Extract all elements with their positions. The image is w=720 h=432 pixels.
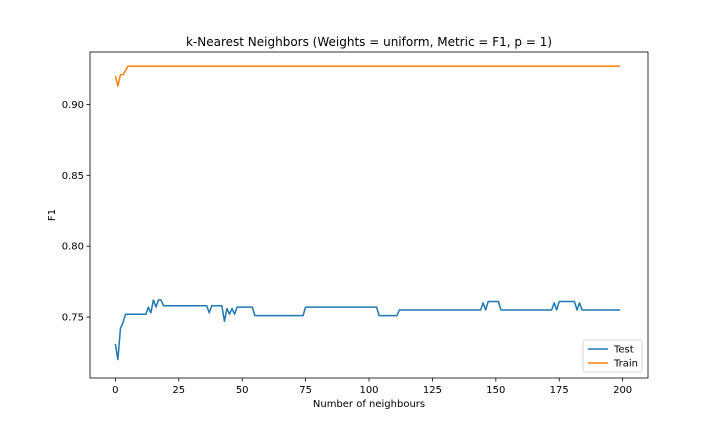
y-axis: 0.75 0.80 0.85 0.90 (62, 100, 90, 324)
x-axis: 0 25 50 75 100 125 150 175 200 (112, 378, 632, 396)
legend-label-test: Test (613, 345, 634, 356)
y-tick-label: 0.75 (62, 313, 84, 324)
x-tick-label: 50 (236, 385, 249, 396)
x-tick-label: 0 (112, 385, 118, 396)
x-axis-label: Number of neighbours (313, 399, 425, 410)
x-tick-label: 125 (423, 385, 442, 396)
y-tick-label: 0.85 (62, 171, 84, 182)
plot-frame (89, 51, 649, 379)
legend-box (582, 339, 643, 373)
legend-label-train: Train (613, 359, 638, 370)
y-tick-label: 0.80 (62, 242, 84, 253)
series-line-test (114, 299, 621, 361)
x-tick-label: 150 (486, 385, 505, 396)
chart-title: k-Nearest Neighbors (Weights = uniform, … (186, 35, 552, 49)
x-tick-label: 25 (172, 385, 185, 396)
legend: Test Train (582, 339, 643, 373)
x-tick-label: 75 (299, 385, 312, 396)
series-line-train (114, 65, 621, 87)
x-tick-label: 100 (359, 385, 378, 396)
y-axis-label: F1 (47, 209, 58, 221)
x-tick-label: 200 (613, 385, 632, 396)
y-tick-label: 0.90 (62, 100, 84, 111)
plot-area (114, 65, 621, 361)
x-tick-label: 175 (550, 385, 569, 396)
